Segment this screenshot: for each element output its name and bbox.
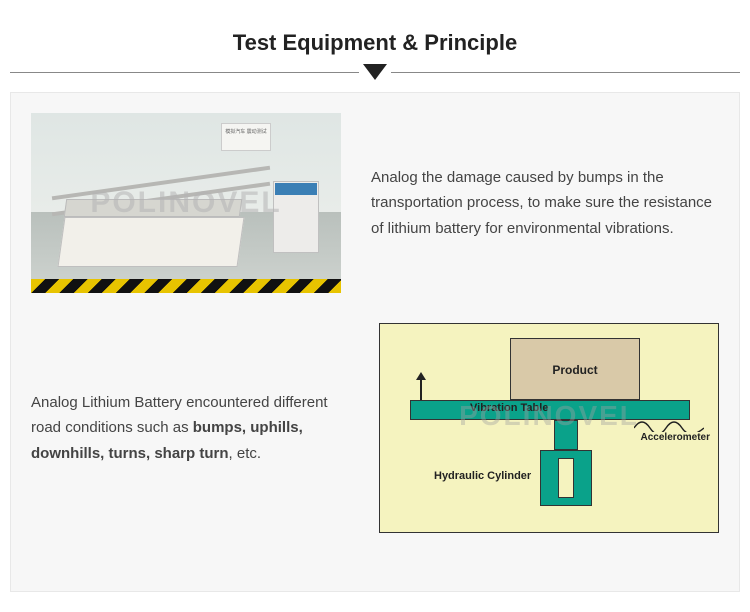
- row2-description: Analog Lithium Battery encountered diffe…: [31, 390, 349, 467]
- diagram-cylinder-label: Hydraulic Cylinder: [434, 470, 531, 482]
- divider-line-left: [10, 72, 359, 73]
- diagram-accelerometer-wave: [634, 414, 704, 432]
- arrow-up-icon: [420, 378, 422, 400]
- triangle-down-icon: [363, 64, 387, 80]
- content-panel: 模拟汽车 震动测试 POLINOVEL Analog the damage ca…: [10, 92, 740, 592]
- row2-desc-post: , etc.: [229, 445, 262, 462]
- diagram-cylinder-inner: [558, 458, 574, 498]
- caution-stripe: [31, 279, 341, 293]
- divider-line-right: [391, 72, 740, 73]
- equipment-photo: 模拟汽车 震动测试 POLINOVEL: [31, 113, 341, 293]
- machine-base: [57, 217, 244, 267]
- row1-description: Analog the damage caused by bumps in the…: [371, 165, 719, 242]
- row-1: 模拟汽车 震动测试 POLINOVEL Analog the damage ca…: [31, 113, 719, 293]
- machine-platform-top: [64, 199, 243, 217]
- row-2: Analog Lithium Battery encountered diffe…: [31, 323, 719, 533]
- diagram-product-box: Product: [510, 338, 640, 400]
- machine-rod: [52, 166, 270, 201]
- diagram-accelerometer-label: Accelerometer: [641, 432, 710, 443]
- diagram-vibration-table-label: Vibration Table: [470, 402, 548, 414]
- divider-row: [10, 64, 740, 80]
- diagram-column: [554, 420, 578, 450]
- control-panel: [275, 183, 317, 195]
- title-block: Test Equipment & Principle: [10, 30, 740, 80]
- page-title: Test Equipment & Principle: [10, 30, 740, 56]
- page: Test Equipment & Principle 模拟汽车 震动测试 POL…: [0, 0, 750, 612]
- wall-sign: 模拟汽车 震动测试: [221, 123, 271, 151]
- principle-diagram: Product Vibration Table Hydraulic Cylind…: [379, 323, 719, 533]
